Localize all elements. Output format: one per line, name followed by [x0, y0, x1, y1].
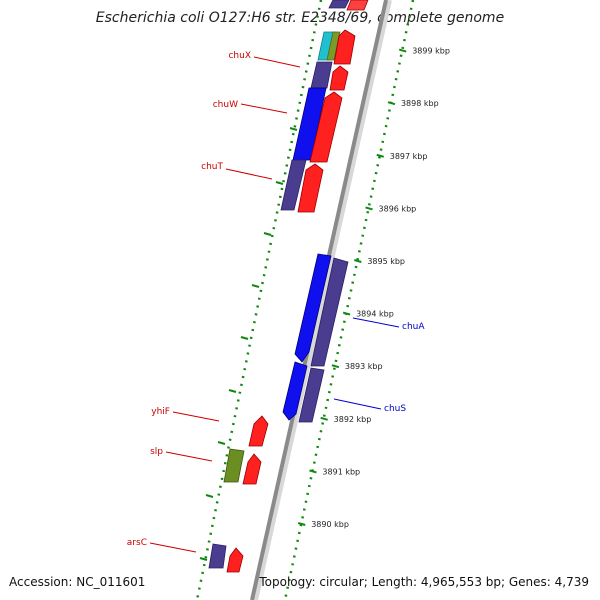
- gene-label-chuT: chuT: [201, 162, 223, 172]
- tick-mark-3890: [297, 522, 306, 526]
- gene-arrow-chuT: [280, 159, 307, 211]
- dotted-ring-inner: [195, 0, 323, 600]
- scale-ticks: 3890 kbp 3891 kbp 3892 kbp 3893 kbp 3894 kbp…: [297, 47, 450, 529]
- leader-arsC: [149, 542, 197, 553]
- gene-label-chuX: chuX: [228, 51, 251, 61]
- gene-arrow-yhiF: [248, 415, 269, 447]
- gene-label-chuW: chuW: [213, 100, 238, 110]
- tick-label-3893: 3893 kbp: [345, 362, 383, 371]
- tick-label-3895: 3895 kbp: [367, 257, 405, 266]
- gene-arrow-chuA: [310, 257, 349, 367]
- gene-arrow-blue-short: [282, 361, 308, 421]
- gene-arrow-olive: [326, 31, 341, 61]
- gene-arrow-red-1: [333, 29, 356, 65]
- tick-mark-3894: [342, 311, 351, 316]
- tick-label-3890: 3890 kbp: [311, 520, 349, 529]
- map-title: Escherichia coli O127:H6 str. E2348/69, …: [95, 10, 505, 26]
- gene-arrow-chuX: [310, 61, 333, 89]
- tick-label-3899: 3899 kbp: [412, 47, 450, 56]
- backbone-shadow: [252, 0, 392, 600]
- gene-arrow-red-slp: [242, 453, 262, 485]
- gene-arrow-arsC: [208, 543, 227, 569]
- gene-arrow-red-2: [329, 65, 349, 91]
- tick-label-3894: 3894 kbp: [356, 310, 394, 319]
- inner-ring-dashes: [199, 127, 298, 561]
- tick-mark-3898: [387, 101, 396, 106]
- leader-chuS: [333, 398, 382, 410]
- gene-label-slp: slp: [150, 447, 163, 457]
- leader-chuA: [352, 317, 400, 328]
- gene-label-arsC: arsC: [127, 538, 147, 548]
- gene-arrow-blue-long: [294, 253, 332, 363]
- leader-slp: [165, 451, 213, 462]
- dotted-ring-outer: [283, 0, 415, 600]
- tick-mark-3899: [398, 48, 407, 53]
- gene-labels: arsC slp yhiF chuS chuA chuT chuW chuX: [127, 51, 425, 553]
- tick-label-3898: 3898 kbp: [401, 99, 439, 108]
- tick-label-3897: 3897 kbp: [390, 152, 428, 161]
- tick-label-3891: 3891 kbp: [322, 467, 360, 476]
- tick-label-3896: 3896 kbp: [379, 204, 417, 213]
- tick-mark-3896: [365, 206, 373, 211]
- tick-mark-3895: [354, 259, 362, 263]
- tick-mark-3897: [376, 153, 385, 158]
- gene-label-yhiF: yhiF: [151, 407, 170, 417]
- gene-label-chuS: chuS: [384, 404, 406, 414]
- tick-label-3892: 3892 kbp: [334, 415, 372, 424]
- leader-chuX: [253, 56, 301, 68]
- gene-arrow-red-3: [309, 91, 343, 163]
- gene-arrow-slate-top: [328, 0, 350, 9]
- tick-mark-3892: [320, 416, 328, 421]
- gene-arrow-red-4: [297, 163, 324, 213]
- gene-label-chuA: chuA: [402, 322, 425, 332]
- gene-arrow-red-top: [346, 0, 369, 11]
- gene-arrow-chuS: [298, 367, 325, 423]
- accession-text: Accession: NC_011601: [9, 575, 146, 589]
- tick-mark-3891: [309, 469, 317, 474]
- gene-arrow-slp: [223, 448, 245, 483]
- gene-arrow-red-arsC: [226, 547, 244, 573]
- leader-yhiF: [172, 411, 220, 422]
- genome-stats-text: Topology: circular; Length: 4,965,553 bp…: [259, 575, 589, 589]
- leader-chuT: [225, 168, 273, 180]
- tick-mark-3893: [331, 364, 340, 369]
- leader-chuW: [240, 103, 288, 114]
- gene-features: [208, 0, 369, 573]
